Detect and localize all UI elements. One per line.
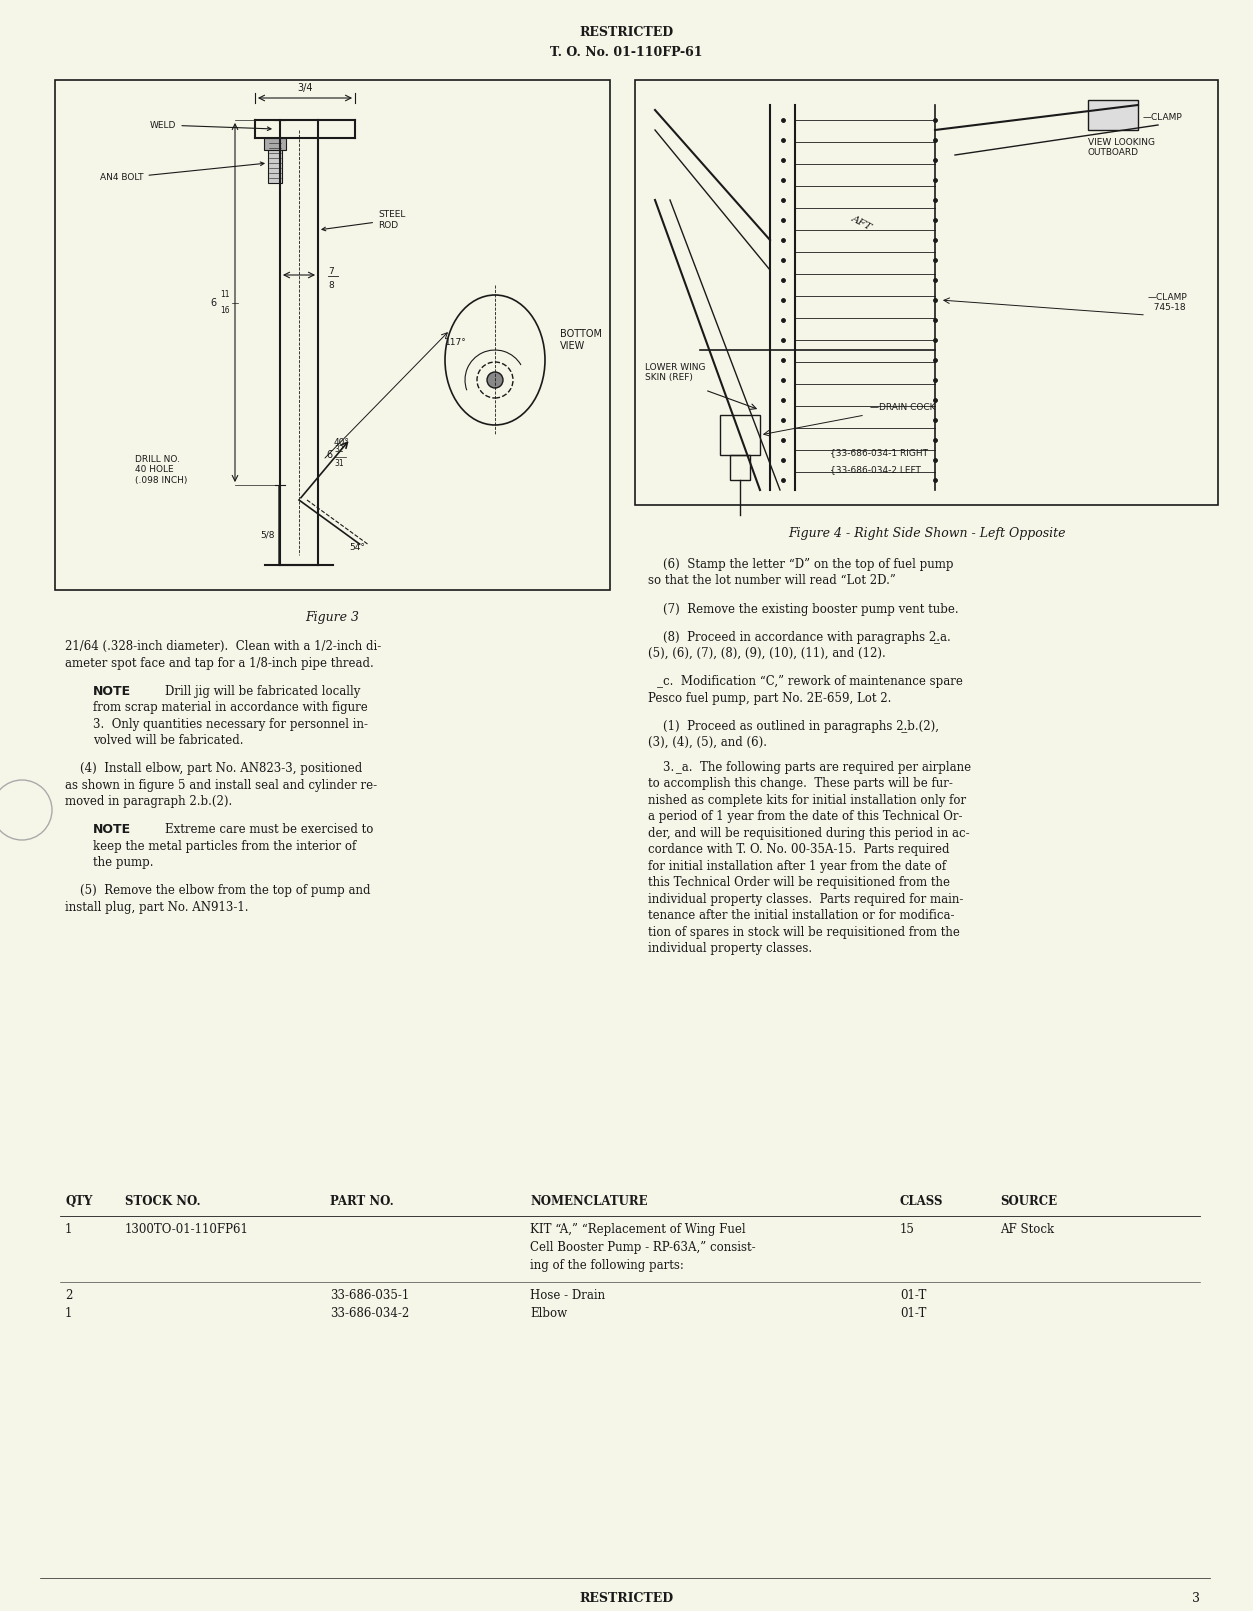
Text: the pump.: the pump. (93, 855, 154, 870)
Text: 40°: 40° (335, 438, 350, 446)
Text: NOMENCLATURE: NOMENCLATURE (530, 1195, 648, 1208)
Text: for initial installation after 1 year from the date of: for initial installation after 1 year fr… (648, 860, 946, 873)
Text: PART NO.: PART NO. (330, 1195, 393, 1208)
Text: SOURCE: SOURCE (1000, 1195, 1058, 1208)
Text: Hose - Drain: Hose - Drain (530, 1289, 605, 1302)
Text: Figure 4 - Right Side Shown - Left Opposite: Figure 4 - Right Side Shown - Left Oppos… (788, 527, 1065, 540)
Bar (55, 81, 610, 590)
Bar (720, 416, 761, 454)
Text: as shown in figure 5 and install seal and cylinder re-: as shown in figure 5 and install seal an… (65, 778, 377, 791)
Text: 6: 6 (211, 298, 216, 308)
Text: 1300TO-01-110FP61: 1300TO-01-110FP61 (125, 1223, 249, 1236)
Text: 3.  Only quantities necessary for personnel in-: 3. Only quantities necessary for personn… (93, 717, 368, 730)
Text: 33-686-035-1: 33-686-035-1 (330, 1289, 410, 1302)
Text: —CLAMP
  745-18: —CLAMP 745-18 (1148, 293, 1188, 313)
Text: Extreme care must be exercised to: Extreme care must be exercised to (165, 823, 373, 836)
Text: moved in paragraph 2.b.(2).: moved in paragraph 2.b.(2). (65, 796, 232, 809)
Text: Figure 3: Figure 3 (306, 612, 360, 625)
Text: install plug, part No. AN913-1.: install plug, part No. AN913-1. (65, 901, 248, 913)
Text: 3: 3 (1192, 1592, 1200, 1605)
Circle shape (0, 780, 53, 839)
Text: RESTRICTED: RESTRICTED (579, 1592, 673, 1605)
Text: QTY: QTY (65, 1195, 93, 1208)
Text: DRILL NO.
40 HOLE
(.098 INCH): DRILL NO. 40 HOLE (.098 INCH) (135, 454, 188, 485)
Text: (4)  Install elbow, part No. AN823-3, positioned: (4) Install elbow, part No. AN823-3, pos… (65, 762, 362, 775)
Text: individual property classes.: individual property classes. (648, 942, 812, 955)
Text: NOTE: NOTE (93, 823, 132, 836)
Text: 3/4: 3/4 (297, 84, 313, 93)
Text: KIT “A,” “Replacement of Wing Fuel: KIT “A,” “Replacement of Wing Fuel (530, 1223, 746, 1236)
Text: 01-T: 01-T (900, 1307, 926, 1319)
Text: 31: 31 (335, 459, 343, 467)
Bar (268, 139, 282, 184)
Text: 1: 1 (65, 1223, 73, 1236)
Text: (3), (4), (5), and (6).: (3), (4), (5), and (6). (648, 736, 767, 749)
Text: 32: 32 (335, 446, 343, 454)
Text: tenance after the initial installation or for modifica-: tenance after the initial installation o… (648, 910, 955, 923)
Text: (5)  Remove the elbow from the top of pump and: (5) Remove the elbow from the top of pum… (65, 884, 371, 897)
Text: ̲c.  Modification “C,” rework of maintenance spare: ̲c. Modification “C,” rework of maintena… (648, 675, 962, 688)
Text: nished as complete kits for initial installation only for: nished as complete kits for initial inst… (648, 794, 966, 807)
Text: BOTTOM
VIEW: BOTTOM VIEW (560, 329, 601, 351)
Text: —DRAIN COCK: —DRAIN COCK (870, 403, 936, 412)
Text: (8)  Proceed in accordance with paragraphs 2.̲a.: (8) Proceed in accordance with paragraph… (648, 630, 951, 644)
Text: WELD: WELD (150, 121, 271, 130)
Text: to accomplish this change.  These parts will be fur-: to accomplish this change. These parts w… (648, 778, 952, 791)
Text: 15: 15 (900, 1223, 915, 1236)
Text: STOCK NO.: STOCK NO. (125, 1195, 200, 1208)
Text: keep the metal particles from the interior of: keep the metal particles from the interi… (93, 839, 356, 852)
Text: NOTE: NOTE (93, 685, 132, 698)
Text: 01-T: 01-T (900, 1289, 926, 1302)
Text: —CLAMP: —CLAMP (1143, 113, 1183, 122)
Text: STEEL
ROD: STEEL ROD (322, 211, 406, 230)
Text: der, and will be requisitioned during this period in ac-: der, and will be requisitioned during th… (648, 826, 970, 839)
Text: 33-686-034-2: 33-686-034-2 (330, 1307, 410, 1319)
Text: RESTRICTED: RESTRICTED (579, 26, 673, 39)
Bar (730, 454, 751, 480)
Circle shape (487, 372, 502, 388)
Text: AFT: AFT (850, 214, 873, 232)
Text: 21/64 (.328-inch diameter).  Clean with a 1/2-inch di-: 21/64 (.328-inch diameter). Clean with a… (65, 640, 381, 652)
Text: individual property classes.  Parts required for main-: individual property classes. Parts requi… (648, 892, 964, 905)
Text: VIEW LOOKING
OUTBOARD: VIEW LOOKING OUTBOARD (1088, 137, 1155, 156)
Text: 117°: 117° (445, 338, 467, 346)
Text: a period of 1 year from the date of this Technical Or-: a period of 1 year from the date of this… (648, 810, 962, 823)
Text: 54°: 54° (350, 543, 365, 553)
Text: {33-686-034-1 RIGHT: {33-686-034-1 RIGHT (829, 448, 928, 458)
Text: 1: 1 (65, 1307, 73, 1319)
Text: volved will be fabricated.: volved will be fabricated. (93, 735, 243, 748)
Text: Elbow: Elbow (530, 1307, 568, 1319)
Text: tion of spares in stock will be requisitioned from the: tion of spares in stock will be requisit… (648, 926, 960, 939)
Text: {33-686-034-2 LEFT: {33-686-034-2 LEFT (829, 466, 921, 474)
Bar (1088, 100, 1138, 130)
Text: cordance with T. O. No. 00-35A-15.  Parts required: cordance with T. O. No. 00-35A-15. Parts… (648, 844, 950, 857)
Text: LOWER WING
SKIN (REF): LOWER WING SKIN (REF) (645, 362, 705, 382)
Text: AF Stock: AF Stock (1000, 1223, 1054, 1236)
Text: 5/8: 5/8 (261, 530, 274, 540)
Text: (1)  Proceed as outlined in paragraphs 2.̲b.(2),: (1) Proceed as outlined in paragraphs 2.… (648, 720, 938, 733)
Text: 3.  ̲a.  The following parts are required per airplane: 3. ̲a. The following parts are required … (648, 760, 971, 773)
Text: Drill jig will be fabricated locally: Drill jig will be fabricated locally (165, 685, 361, 698)
Bar (264, 139, 286, 150)
Text: ameter spot face and tap for a 1/8-inch pipe thread.: ameter spot face and tap for a 1/8-inch … (65, 657, 373, 670)
Text: 11: 11 (221, 290, 229, 300)
Text: 6: 6 (326, 449, 332, 461)
Text: T. O. No. 01-110FP-61: T. O. No. 01-110FP-61 (550, 45, 702, 58)
Text: CLASS: CLASS (900, 1195, 944, 1208)
Text: 7: 7 (328, 267, 333, 277)
Text: 16: 16 (221, 306, 229, 316)
Bar (635, 81, 1218, 504)
Text: Cell Booster Pump - RP-63A,” consist-: Cell Booster Pump - RP-63A,” consist- (530, 1240, 756, 1253)
Text: (6)  Stamp the letter “D” on the top of fuel pump: (6) Stamp the letter “D” on the top of f… (648, 557, 954, 570)
Text: (7)  Remove the existing booster pump vent tube.: (7) Remove the existing booster pump ven… (648, 603, 959, 615)
Text: ing of the following parts:: ing of the following parts: (530, 1260, 684, 1273)
Text: 8: 8 (328, 280, 333, 290)
Text: from scrap material in accordance with figure: from scrap material in accordance with f… (93, 701, 367, 714)
Text: 2: 2 (65, 1289, 73, 1302)
Text: so that the lot number will read “Lot 2D.”: so that the lot number will read “Lot 2D… (648, 575, 896, 588)
Text: this Technical Order will be requisitioned from the: this Technical Order will be requisition… (648, 876, 950, 889)
Text: AN4 BOLT: AN4 BOLT (100, 163, 264, 182)
Text: (5), (6), (7), (8), (9), (10), (11), and (12).: (5), (6), (7), (8), (9), (10), (11), and… (648, 648, 886, 661)
Text: Pesco fuel pump, part No. 2E-659, Lot 2.: Pesco fuel pump, part No. 2E-659, Lot 2. (648, 691, 891, 704)
